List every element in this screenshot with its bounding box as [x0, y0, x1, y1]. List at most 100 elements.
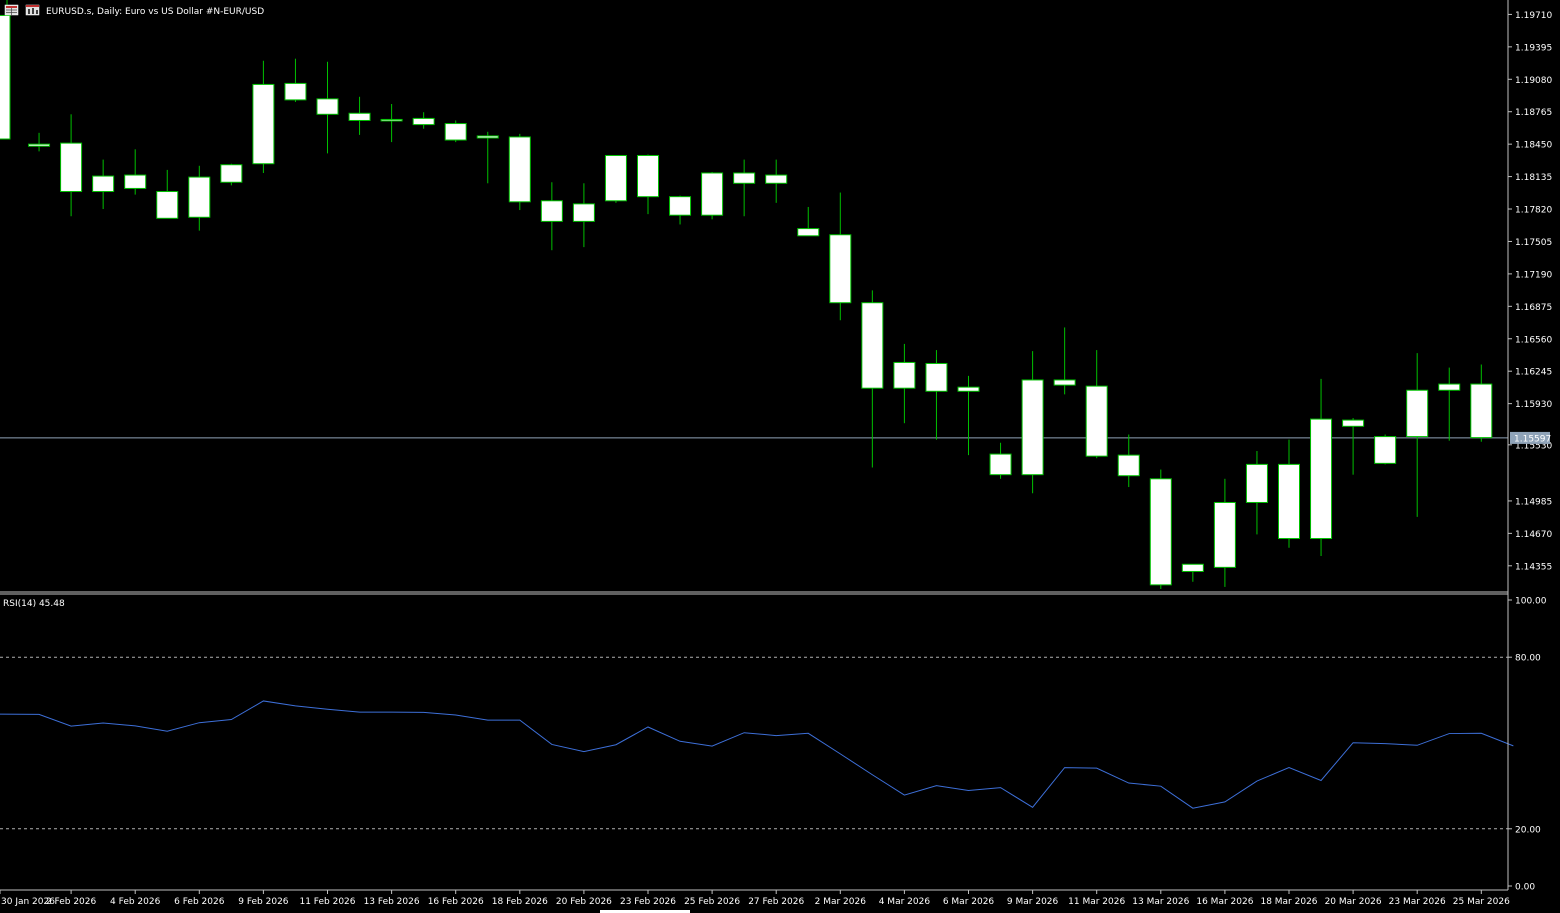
time-tick-label: 6 Mar 2026	[943, 897, 995, 907]
time-tick-label: 9 Mar 2026	[1007, 897, 1059, 907]
candle[interactable]	[0, 0, 11, 140]
candle[interactable]	[1181, 563, 1204, 582]
time-tick-label: 2 Feb 2026	[46, 897, 97, 907]
candle[interactable]	[957, 375, 980, 456]
grid-table-icon[interactable]	[4, 4, 19, 16]
candles-group[interactable]	[0, 0, 1493, 589]
candle[interactable]	[637, 154, 659, 215]
price-axis[interactable]: 1.19710 1.19395 1.19080 1.18765 1.18450 1.181…	[1507, 0, 1552, 893]
candle[interactable]	[444, 120, 467, 143]
candle[interactable]	[1470, 364, 1493, 442]
rsi-pane[interactable]: RSI(14) 45.48	[0, 599, 1514, 830]
candle-body	[893, 361, 916, 389]
time-tick-label: 13 Feb 2026	[364, 897, 420, 907]
candle[interactable]	[1213, 478, 1236, 587]
candle[interactable]	[1245, 450, 1268, 535]
candle-body	[1085, 385, 1108, 457]
price-tick-label: 1.19080	[1515, 76, 1552, 86]
candle[interactable]	[60, 114, 83, 217]
candle[interactable]	[925, 350, 948, 440]
bar-chart-icon[interactable]	[25, 4, 40, 16]
candle[interactable]	[188, 165, 211, 231]
candle[interactable]	[1085, 350, 1108, 459]
candle[interactable]	[412, 112, 435, 129]
candle-body	[1021, 379, 1044, 476]
candle[interactable]	[572, 183, 595, 248]
candle-body	[957, 386, 980, 392]
price-pane[interactable]	[0, 0, 1508, 595]
time-tick-label: 2 Mar 2026	[815, 897, 867, 907]
time-tick-label: 27 Feb 2026	[748, 897, 804, 907]
candle[interactable]	[220, 163, 243, 186]
candle[interactable]	[1053, 327, 1076, 395]
candle-body	[733, 172, 756, 184]
candle-body	[669, 196, 692, 216]
time-tick-label: 25 Mar 2026	[1453, 897, 1510, 907]
candle-body	[989, 453, 1012, 476]
candle-body	[284, 82, 307, 101]
candle-body	[1245, 463, 1268, 503]
time-tick-label: 11 Feb 2026	[299, 897, 355, 907]
candle[interactable]	[28, 132, 51, 152]
candle[interactable]	[989, 442, 1012, 479]
candle[interactable]	[508, 133, 531, 211]
price-tick-label: 1.17820	[1515, 206, 1552, 216]
candle[interactable]	[316, 61, 339, 154]
price-tick-label: 1.14355	[1515, 562, 1552, 572]
candle-body	[604, 154, 627, 202]
price-tick-label: 1.19710	[1515, 11, 1552, 21]
candle-body	[0, 14, 11, 140]
price-tick-label: 1.14985	[1515, 497, 1552, 507]
price-tick-label: 1.18765	[1515, 108, 1552, 118]
candle[interactable]	[252, 60, 275, 173]
candle[interactable]	[893, 343, 916, 424]
price-axis-ticks: 1.19710 1.19395 1.19080 1.18765 1.18450 1.181…	[1508, 11, 1552, 572]
candle-body	[412, 117, 435, 126]
candle[interactable]	[861, 290, 884, 468]
candle-body	[1470, 383, 1493, 439]
horizontal-scrollbar[interactable]	[600, 910, 690, 913]
candle-body	[701, 172, 724, 216]
candle-body	[28, 143, 51, 147]
rsi-tick-label: 100.00	[1515, 597, 1547, 607]
price-tick-label: 1.14670	[1515, 530, 1552, 540]
candle[interactable]	[92, 159, 115, 210]
price-tick-label: 1.19395	[1515, 43, 1552, 53]
candle[interactable]	[1117, 434, 1140, 488]
price-tick-label: 1.15530	[1515, 441, 1552, 451]
candle[interactable]	[1342, 418, 1365, 475]
candle[interactable]	[701, 171, 724, 220]
candle-body	[476, 135, 499, 139]
candle[interactable]	[797, 206, 820, 237]
rsi-tick-label: 20.00	[1515, 825, 1541, 835]
candle[interactable]	[1406, 353, 1429, 517]
candle[interactable]	[1149, 469, 1172, 589]
candle-body	[765, 174, 788, 184]
candle-body	[60, 142, 83, 193]
candle[interactable]	[1278, 439, 1300, 548]
candle[interactable]	[1310, 378, 1333, 557]
candle[interactable]	[604, 154, 627, 203]
candle-body	[156, 191, 179, 219]
candle[interactable]	[348, 96, 371, 135]
candle[interactable]	[1438, 367, 1461, 441]
candle[interactable]	[1374, 434, 1397, 465]
candle[interactable]	[156, 169, 179, 219]
candle[interactable]	[124, 149, 147, 195]
price-tick-label: 1.16245	[1515, 368, 1552, 378]
candle[interactable]	[733, 159, 756, 217]
candle[interactable]	[380, 103, 403, 143]
candle[interactable]	[669, 195, 692, 225]
candle[interactable]	[476, 131, 499, 184]
candle[interactable]	[540, 182, 563, 251]
current-price-badge: 1.15597	[1510, 431, 1551, 444]
candle[interactable]	[284, 58, 307, 102]
candle-body	[1213, 501, 1236, 568]
candle[interactable]	[765, 159, 788, 203]
candle[interactable]	[829, 192, 852, 321]
candle[interactable]	[1021, 351, 1044, 494]
chart-header: EURUSD.s, Daily: Euro vs US Dollar #N-EU…	[4, 4, 264, 17]
